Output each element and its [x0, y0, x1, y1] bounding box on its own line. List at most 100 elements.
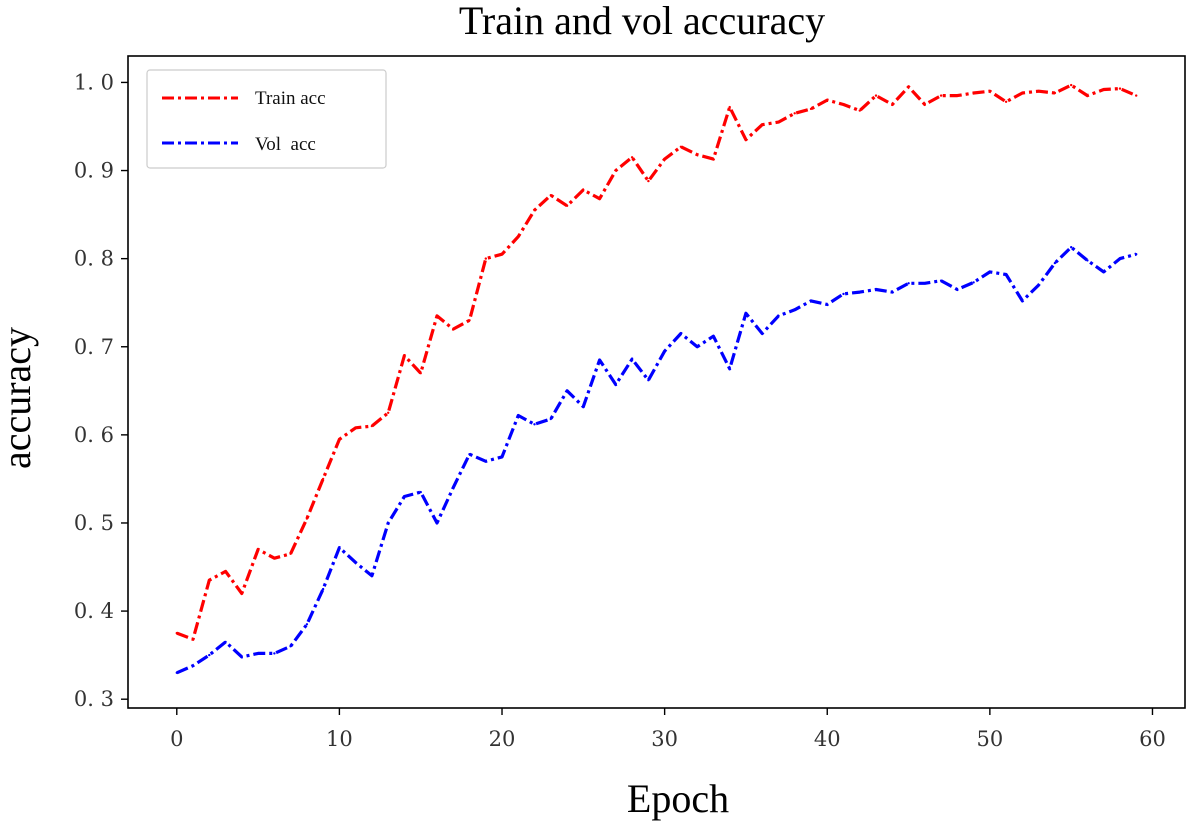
- data-point: [224, 640, 227, 644]
- data-point: [1102, 270, 1105, 274]
- data-point: [858, 109, 861, 112]
- legend-label-val: Vol acc: [255, 134, 316, 155]
- data-point: [679, 145, 683, 148]
- data-point: [891, 103, 894, 106]
- data-point: [1102, 88, 1105, 91]
- data-point: [1070, 246, 1073, 249]
- data-point: [305, 623, 309, 626]
- data-point: [1086, 94, 1089, 97]
- data-point: [809, 107, 813, 111]
- data-point: [533, 209, 536, 212]
- data-point: [256, 548, 260, 551]
- data-point: [874, 94, 878, 97]
- x-tick-label: 50: [976, 727, 1003, 751]
- data-point: [208, 653, 211, 657]
- data-point: [370, 424, 374, 428]
- data-point: [484, 460, 487, 463]
- data-point: [777, 314, 780, 318]
- data-point: [419, 490, 422, 494]
- data-point: [549, 417, 552, 421]
- data-point: [191, 638, 195, 641]
- data-point: [793, 308, 796, 311]
- series-layer: [175, 83, 1138, 675]
- data-point: [500, 253, 504, 256]
- data-point: [191, 664, 195, 667]
- data-point: [500, 455, 504, 459]
- data-point: [1053, 91, 1057, 95]
- data-point: [1004, 273, 1008, 276]
- data-point: [1053, 261, 1057, 265]
- data-point: [549, 194, 552, 197]
- data-point: [1021, 91, 1024, 95]
- data-point: [874, 288, 878, 291]
- data-point: [1118, 257, 1122, 260]
- data-point: [696, 345, 699, 348]
- data-point: [744, 312, 748, 315]
- data-point: [517, 235, 520, 238]
- x-axis-label: Epoch: [627, 776, 729, 821]
- data-point: [338, 546, 341, 549]
- data-point: [273, 652, 276, 655]
- y-tick-label: 1. 0: [74, 70, 114, 94]
- y-tick-label: 0. 8: [74, 247, 114, 271]
- data-point: [696, 153, 699, 156]
- series-line-val: [176, 245, 1137, 675]
- series-points-train: [175, 83, 1138, 641]
- data-point: [273, 557, 276, 560]
- data-point: [240, 592, 243, 595]
- data-point: [761, 332, 764, 335]
- data-point: [1004, 100, 1008, 104]
- data-point: [175, 671, 178, 674]
- data-point: [256, 652, 260, 655]
- data-point: [939, 94, 943, 97]
- data-point: [809, 299, 813, 303]
- data-point: [728, 367, 731, 370]
- data-point: [370, 574, 374, 577]
- data-point: [956, 288, 959, 291]
- data-point: [435, 314, 439, 318]
- data-point: [972, 91, 975, 95]
- plot-frame: [127, 55, 1186, 709]
- data-point: [972, 281, 975, 284]
- data-point: [484, 257, 487, 260]
- data-point: [565, 389, 569, 392]
- legend: Train acc Vol acc: [146, 69, 387, 169]
- data-point: [712, 157, 715, 161]
- y-tick-label: 0. 4: [74, 599, 114, 623]
- data-point: [939, 279, 943, 282]
- data-point: [289, 645, 292, 648]
- data-point: [565, 204, 569, 207]
- legend-label-train: Train acc: [255, 88, 326, 109]
- data-point: [403, 354, 406, 357]
- data-point: [289, 552, 292, 555]
- data-point: [630, 357, 634, 361]
- data-point: [826, 303, 829, 306]
- data-point: [305, 517, 309, 520]
- data-point: [630, 156, 634, 159]
- data-point: [403, 495, 406, 498]
- series-line-train: [176, 83, 1137, 641]
- x-tick-label: 30: [651, 727, 678, 751]
- data-point: [744, 138, 748, 141]
- x-tick-label: 20: [489, 727, 516, 751]
- data-point: [468, 319, 471, 322]
- data-point: [321, 477, 325, 481]
- data-point: [354, 561, 357, 564]
- data-point: [858, 290, 861, 294]
- data-point: [728, 105, 731, 109]
- data-point: [793, 112, 796, 115]
- data-point: [761, 123, 764, 126]
- y-axis-label: accuracy: [0, 327, 39, 469]
- chart-title: Train and vol accuracy: [459, 0, 825, 43]
- data-point: [842, 292, 845, 296]
- data-point: [679, 332, 683, 335]
- data-point: [224, 570, 227, 573]
- data-point: [907, 85, 910, 89]
- data-point: [614, 169, 617, 172]
- data-point: [956, 94, 959, 97]
- data-point: [582, 405, 585, 408]
- data-point: [988, 270, 992, 274]
- data-point: [387, 521, 390, 525]
- data-point: [663, 350, 666, 353]
